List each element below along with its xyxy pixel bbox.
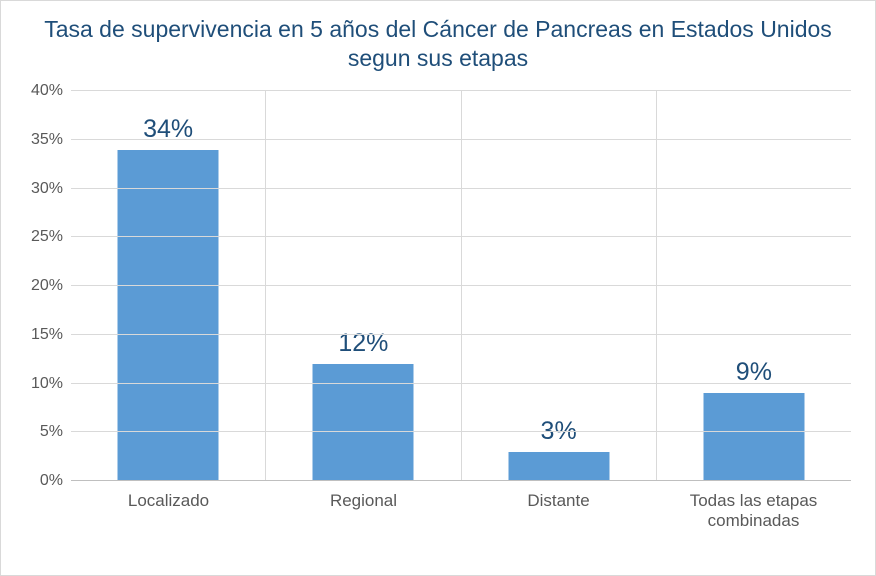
survival-rate-chart: Tasa de supervivencia en 5 años del Cánc…: [0, 0, 876, 576]
y-tick-label: 0%: [40, 472, 71, 490]
gridline: 5%: [71, 431, 851, 432]
gridline: 15%: [71, 334, 851, 335]
bar-slot: 34%: [71, 91, 266, 481]
bar: [703, 393, 804, 481]
x-axis-labels: LocalizadoRegionalDistanteTodas las etap…: [71, 485, 851, 532]
gridline: 20%: [71, 285, 851, 286]
plot-area: 34%12%3%9% 0% 5% 10% 15% 20% 25% 30% 35% 40%: [71, 91, 851, 481]
gridline: 25%: [71, 236, 851, 237]
y-tick-label: 25%: [31, 228, 71, 246]
y-tick-label: 5%: [40, 423, 71, 441]
bars-group: 34%12%3%9%: [71, 91, 851, 481]
x-tick-label: Localizado: [71, 485, 266, 532]
y-tick-label: 10%: [31, 375, 71, 393]
y-tick-label: 30%: [31, 180, 71, 198]
chart-title: Tasa de supervivencia en 5 años del Cánc…: [1, 1, 875, 79]
bar-slot: 9%: [657, 91, 851, 481]
bar-slot: 12%: [266, 91, 461, 481]
gridline: 10%: [71, 383, 851, 384]
x-tick-label: Todas las etapas combinadas: [656, 485, 851, 532]
gridline: 35%: [71, 139, 851, 140]
gridline: 30%: [71, 188, 851, 189]
gridline: 0%: [71, 480, 851, 481]
gridline: 40%: [71, 90, 851, 91]
y-tick-label: 40%: [31, 82, 71, 100]
bar-slot: 3%: [462, 91, 657, 481]
bar: [508, 452, 609, 481]
y-tick-label: 35%: [31, 131, 71, 149]
y-tick-label: 15%: [31, 326, 71, 344]
x-tick-label: Regional: [266, 485, 461, 532]
y-tick-label: 20%: [31, 277, 71, 295]
x-tick-label: Distante: [461, 485, 656, 532]
